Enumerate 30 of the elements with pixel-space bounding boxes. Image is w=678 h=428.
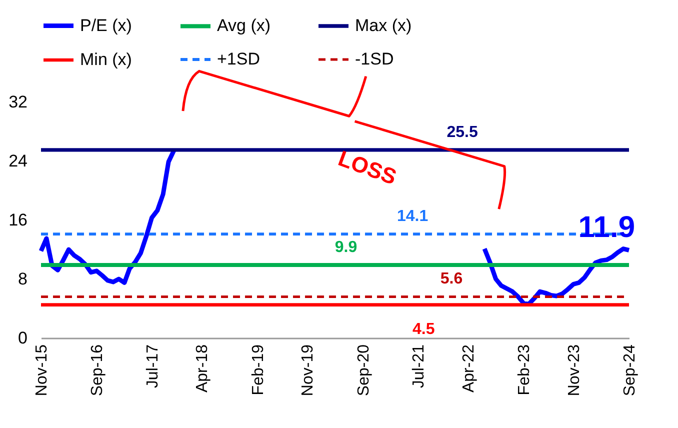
legend-label: -1SD [355, 50, 394, 68]
x-tick-label: Jul-17 [144, 344, 162, 388]
legend-label: +1SD [217, 50, 260, 68]
y-tick-label: 8 [18, 270, 28, 288]
x-tick-label: Sep-20 [355, 344, 372, 396]
annotation: LOSS [335, 146, 400, 190]
data-label: 9.9 [334, 238, 358, 256]
x-tick-label: Nov-19 [300, 344, 317, 396]
x-tick-label: Feb-19 [250, 344, 267, 396]
y-tick-label: 16 [8, 210, 28, 230]
data-label: 25.5 [446, 124, 478, 141]
x-tick-label: Nov-23 [566, 344, 583, 396]
legend-label: Min (x) [80, 50, 132, 69]
data-label: 11.9 [578, 211, 635, 244]
x-tick-label: Apr-18 [194, 344, 212, 393]
y-tick-label: 32 [8, 92, 28, 112]
y-tick-label: 0 [18, 328, 28, 348]
data-label: 5.6 [440, 270, 463, 288]
x-tick-label: Feb-23 [516, 344, 534, 396]
x-tick-label: Sep-24 [622, 344, 638, 396]
data-label: 14.1 [396, 208, 428, 226]
legend-label: P/E (x) [80, 16, 132, 35]
x-tick-label: Sep-16 [89, 344, 106, 396]
x-tick-label: Jul-21 [410, 344, 428, 388]
data-label: 4.5 [412, 320, 435, 338]
x-tick-label: Nov-15 [34, 344, 50, 396]
y-tick-label: 24 [8, 152, 28, 170]
x-tick-label: Apr-22 [460, 344, 478, 393]
legend-label: Max (x) [355, 16, 412, 35]
legend-label: Avg (x) [217, 16, 271, 36]
